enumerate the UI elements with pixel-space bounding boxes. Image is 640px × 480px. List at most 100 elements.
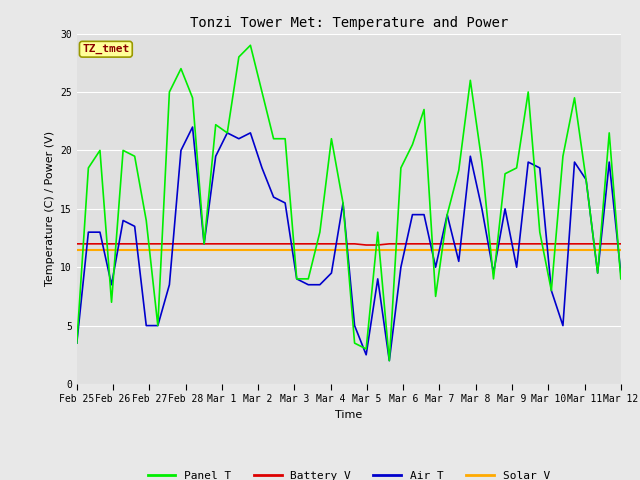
Battery V — [293, 241, 301, 247]
Battery V — [305, 241, 312, 247]
Battery V — [374, 242, 381, 248]
Panel T — [617, 276, 625, 282]
Panel T — [501, 171, 509, 177]
Battery V — [408, 241, 416, 247]
Air T — [119, 217, 127, 223]
Panel T — [282, 136, 289, 142]
Air T — [73, 340, 81, 346]
Battery V — [351, 241, 358, 247]
Solar V — [166, 247, 173, 252]
Air T — [478, 206, 486, 212]
Air T — [374, 276, 381, 282]
Battery V — [594, 241, 602, 247]
Air T — [362, 352, 370, 358]
Panel T — [478, 159, 486, 165]
Battery V — [154, 241, 162, 247]
Panel T — [339, 200, 347, 206]
Battery V — [269, 241, 277, 247]
Solar V — [119, 247, 127, 252]
Solar V — [444, 247, 451, 252]
Air T — [397, 264, 404, 270]
Panel T — [235, 54, 243, 60]
Solar V — [177, 247, 185, 252]
Air T — [408, 212, 416, 217]
Panel T — [200, 241, 208, 247]
Solar V — [305, 247, 312, 252]
Solar V — [617, 247, 625, 252]
Panel T — [177, 66, 185, 72]
Panel T — [513, 165, 520, 171]
Battery V — [143, 241, 150, 247]
Battery V — [455, 241, 463, 247]
X-axis label: Time: Time — [335, 410, 362, 420]
Solar V — [154, 247, 162, 252]
Solar V — [490, 247, 497, 252]
Solar V — [351, 247, 358, 252]
Air T — [200, 241, 208, 247]
Panel T — [246, 42, 254, 48]
Solar V — [594, 247, 602, 252]
Air T — [536, 165, 543, 171]
Solar V — [524, 247, 532, 252]
Air T — [96, 229, 104, 235]
Battery V — [385, 241, 393, 247]
Solar V — [385, 247, 393, 252]
Air T — [444, 212, 451, 217]
Air T — [269, 194, 277, 200]
Battery V — [501, 241, 509, 247]
Battery V — [73, 241, 81, 247]
Panel T — [571, 95, 579, 101]
Battery V — [524, 241, 532, 247]
Air T — [432, 264, 440, 270]
Solar V — [478, 247, 486, 252]
Panel T — [131, 154, 138, 159]
Line: Battery V: Battery V — [77, 244, 621, 245]
Air T — [258, 165, 266, 171]
Panel T — [351, 340, 358, 346]
Battery V — [119, 241, 127, 247]
Panel T — [269, 136, 277, 142]
Battery V — [582, 241, 590, 247]
Air T — [501, 206, 509, 212]
Panel T — [559, 154, 567, 159]
Panel T — [420, 107, 428, 112]
Solar V — [420, 247, 428, 252]
Solar V — [246, 247, 254, 252]
Legend: Panel T, Battery V, Air T, Solar V: Panel T, Battery V, Air T, Solar V — [143, 467, 554, 480]
Air T — [246, 130, 254, 136]
Solar V — [200, 247, 208, 252]
Panel T — [189, 95, 196, 101]
Panel T — [119, 147, 127, 153]
Air T — [282, 200, 289, 206]
Air T — [177, 147, 185, 153]
Battery V — [96, 241, 104, 247]
Air T — [223, 130, 231, 136]
Solar V — [269, 247, 277, 252]
Panel T — [305, 276, 312, 282]
Air T — [189, 124, 196, 130]
Air T — [594, 270, 602, 276]
Solar V — [316, 247, 324, 252]
Battery V — [258, 241, 266, 247]
Battery V — [432, 241, 440, 247]
Panel T — [73, 340, 81, 346]
Solar V — [282, 247, 289, 252]
Panel T — [547, 288, 555, 293]
Panel T — [594, 270, 602, 276]
Battery V — [617, 241, 625, 247]
Panel T — [524, 89, 532, 95]
Air T — [420, 212, 428, 217]
Air T — [143, 323, 150, 328]
Panel T — [385, 358, 393, 363]
Battery V — [282, 241, 289, 247]
Solar V — [212, 247, 220, 252]
Battery V — [490, 241, 497, 247]
Panel T — [455, 168, 463, 173]
Solar V — [571, 247, 579, 252]
Battery V — [362, 242, 370, 248]
Battery V — [444, 241, 451, 247]
Battery V — [316, 241, 324, 247]
Panel T — [582, 177, 590, 182]
Battery V — [235, 241, 243, 247]
Solar V — [362, 247, 370, 252]
